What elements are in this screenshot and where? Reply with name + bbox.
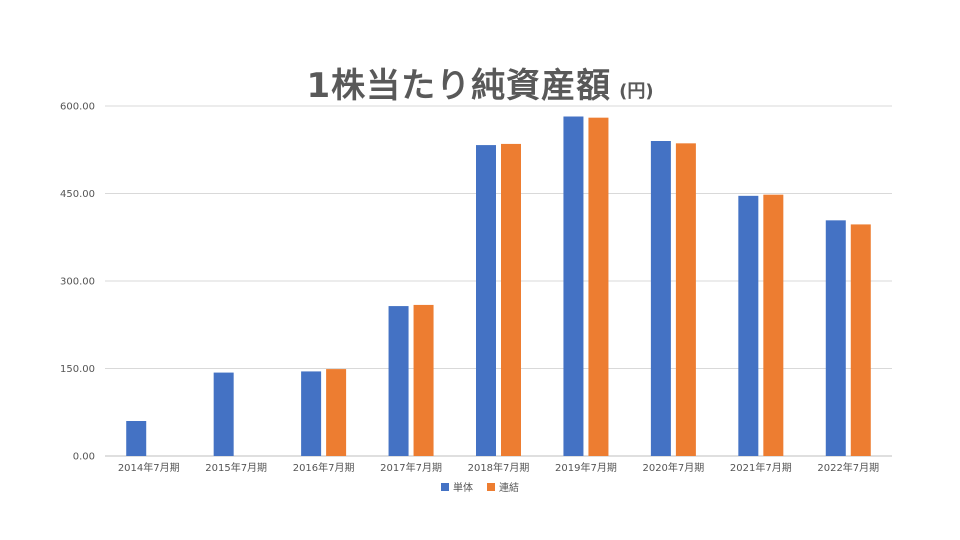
x-tick-label: 2020年7月期 [642,461,704,474]
bar-tantai [476,145,496,457]
y-tick-label: 300.00 [60,277,95,288]
legend-swatch [487,483,495,491]
bar-renketsu [326,369,347,456]
y-axis: 0.00 150.00 300.00 450.00 600.00 [60,102,95,463]
x-tick-label: 2022年7月期 [817,461,879,474]
legend: 単体 連結 [441,481,519,494]
chart-title: 1株当たり純資産額 (円) [0,58,960,107]
x-tick-label: 2018年7月期 [468,461,530,474]
bar-renketsu [763,194,784,456]
bar-renketsu [413,304,434,456]
x-tick-label: 2015年7月期 [205,461,267,474]
chart-title-unit: (円) [619,81,654,102]
x-tick-label: 2019年7月期 [555,461,617,474]
bar-tantai [213,372,234,456]
legend-label: 連結 [499,481,519,494]
bar-tantai [650,141,671,456]
bar-renketsu [850,224,871,456]
x-tick-label: 2016年7月期 [293,461,355,474]
bar-tantai [738,195,759,457]
y-tick-label: 150.00 [60,364,95,375]
bar-tantai [825,220,846,456]
grid-lines [105,105,892,457]
chart-title-text: 1株当たり純資産額 [306,66,612,106]
bar-renketsu [588,117,609,457]
y-tick-label: 600.00 [60,102,95,113]
legend-label: 単体 [453,481,473,494]
x-tick-label: 2017年7月期 [380,461,442,474]
legend-swatch [441,483,449,491]
bar-tantai [301,371,322,456]
bar-tantai [563,116,584,456]
y-tick-label: 450.00 [60,189,95,200]
bars [126,116,871,457]
y-tick-label: 0.00 [73,452,95,463]
bar-renketsu [675,143,696,457]
bar-renketsu [501,143,521,456]
x-tick-label: 2021年7月期 [730,461,792,474]
bar-tantai [126,421,147,456]
x-tick-label: 2014年7月期 [118,461,180,474]
bar-tantai [388,306,409,456]
x-axis: 2014年7月期 2015年7月期 2016年7月期 2017年7月期 2018年7月期… [118,461,879,474]
